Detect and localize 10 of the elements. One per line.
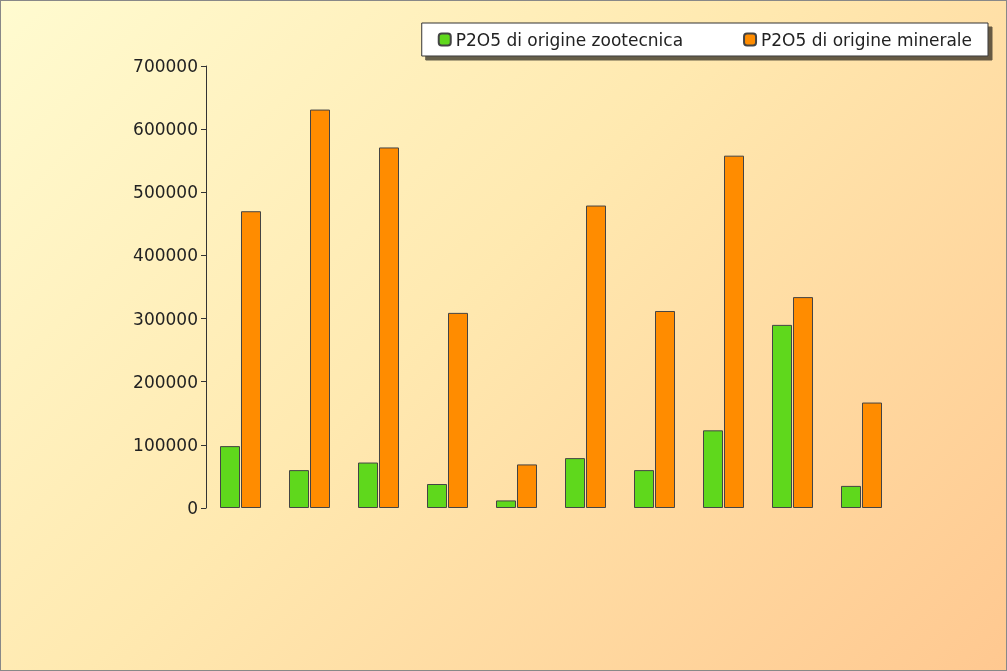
legend-label: P2O5 di origine zootecnica	[455, 29, 684, 50]
y-tick-label: 200000	[133, 371, 198, 392]
legend-label: P2O5 di origine minerale	[761, 29, 973, 50]
y-tick-label: 0	[187, 498, 198, 518]
y-tick-label: 300000	[133, 308, 198, 329]
y-tick-label: 400000	[133, 245, 198, 266]
y-tick-label: 100000	[133, 434, 198, 455]
y-tick-label: 600000	[133, 119, 198, 140]
y-tick-label: 500000	[133, 182, 198, 203]
y-tick-label: 700000	[133, 56, 198, 76]
